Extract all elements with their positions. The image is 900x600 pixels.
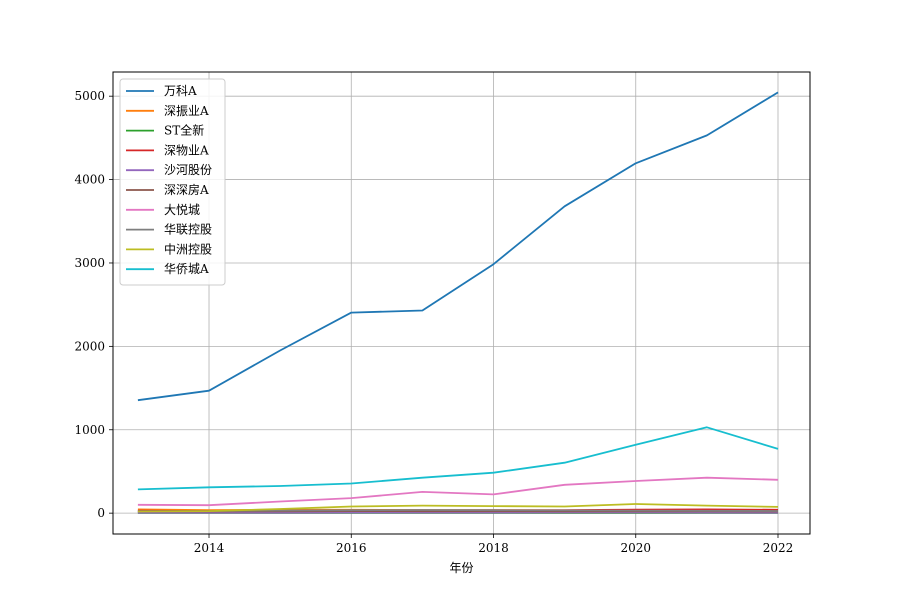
- y-tick-label: 3000: [74, 256, 105, 270]
- legend-label: 华联控股: [164, 223, 212, 237]
- legend-label: 深物业A: [164, 143, 209, 157]
- x-tick-label: 2014: [194, 541, 225, 555]
- axis-ticks: 2014 2016 2018 2020 2022 0 1000 2000 3000 4000 500…: [74, 89, 793, 555]
- x-tick-label: 2018: [478, 541, 509, 555]
- legend-label: ST全新: [164, 123, 204, 138]
- plot-frame: [112, 71, 811, 535]
- legend-label: 沙河股份: [164, 163, 212, 177]
- legend-label: 中洲控股: [164, 241, 212, 256]
- x-tick-label: 2020: [620, 541, 651, 555]
- series-line-6: [137, 476, 779, 507]
- legend-label: 深振业A: [164, 104, 209, 118]
- x-tick-label: 2022: [763, 541, 794, 555]
- legend-label: 大悦城: [164, 203, 200, 217]
- series-line-8: [137, 503, 779, 513]
- legend-label: 深深房A: [164, 182, 209, 197]
- series-line-9: [137, 426, 779, 491]
- y-tick-label: 4000: [74, 173, 105, 187]
- series-lines: [137, 91, 779, 514]
- y-tick-label: 1000: [74, 423, 105, 437]
- y-tick-label: 0: [97, 506, 105, 520]
- legend-label: 华侨城A: [164, 262, 209, 276]
- y-tick-label: 2000: [74, 339, 105, 353]
- y-tick-label: 5000: [74, 89, 105, 103]
- x-axis-label: 年份: [449, 561, 473, 575]
- x-tick-label: 2016: [336, 541, 367, 555]
- legend-label: 万科A: [164, 84, 197, 98]
- grid: [113, 72, 810, 534]
- series-line-0: [137, 91, 779, 402]
